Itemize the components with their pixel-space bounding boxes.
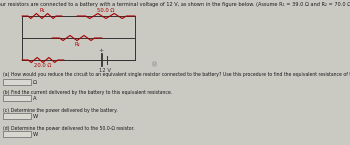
Bar bbox=[3, 113, 31, 119]
Bar bbox=[3, 131, 31, 137]
Text: A: A bbox=[33, 96, 37, 100]
Text: 20.0 Ω: 20.0 Ω bbox=[34, 63, 52, 68]
Text: R₂: R₂ bbox=[74, 42, 80, 47]
Text: (d) Determine the power delivered to the 50.0-Ω resistor.: (d) Determine the power delivered to the… bbox=[3, 126, 135, 131]
Text: 12 V: 12 V bbox=[99, 68, 111, 73]
Bar bbox=[3, 79, 31, 85]
Text: Four resistors are connected to a battery with a terminal voltage of 12 V, as sh: Four resistors are connected to a batter… bbox=[0, 2, 350, 7]
Text: W: W bbox=[33, 114, 38, 118]
Bar bbox=[3, 95, 31, 101]
Text: ®: ® bbox=[152, 62, 159, 68]
Text: W: W bbox=[33, 132, 38, 136]
Text: +: + bbox=[98, 48, 104, 53]
Text: 50.0 Ω: 50.0 Ω bbox=[97, 8, 115, 13]
Text: R₁: R₁ bbox=[39, 8, 45, 13]
Text: (c) Determine the power delivered by the battery.: (c) Determine the power delivered by the… bbox=[3, 108, 118, 113]
Text: (a) How would you reduce the circuit to an equivalent single resistor connected : (a) How would you reduce the circuit to … bbox=[3, 72, 350, 77]
Text: Ω: Ω bbox=[33, 79, 37, 85]
Text: (b) Find the current delivered by the battery to this equivalent resistance.: (b) Find the current delivered by the ba… bbox=[3, 90, 172, 95]
